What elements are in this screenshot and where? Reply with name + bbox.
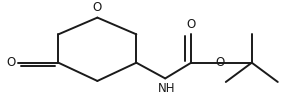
- Text: O: O: [93, 1, 102, 14]
- Text: O: O: [186, 18, 196, 31]
- Text: NH: NH: [158, 82, 175, 95]
- Text: O: O: [6, 56, 15, 69]
- Text: O: O: [215, 56, 225, 69]
